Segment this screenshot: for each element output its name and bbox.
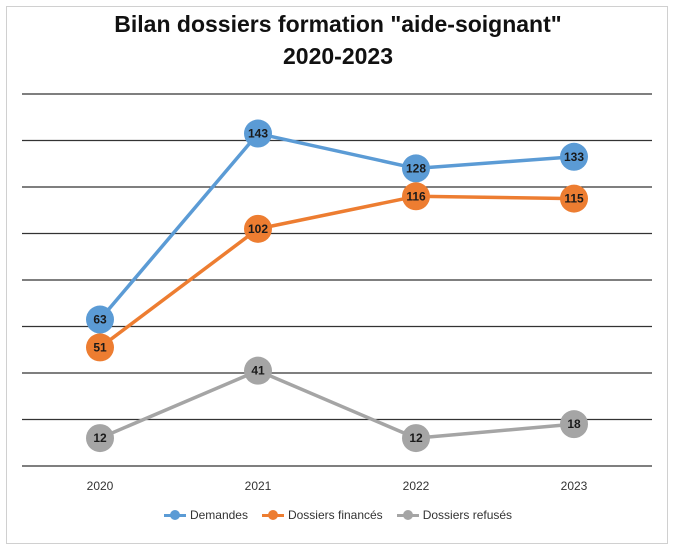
x-tick-label: 2020	[87, 479, 114, 493]
legend-label: Dossiers refusés	[422, 508, 513, 522]
data-point	[86, 305, 114, 334]
chart-frame	[6, 6, 668, 544]
data-point	[86, 424, 114, 453]
x-tick-label: 2022	[403, 479, 430, 493]
data-point	[86, 333, 114, 362]
legend-item: Dossiers financés	[261, 508, 383, 522]
data-point	[402, 182, 430, 211]
data-label: 63	[93, 313, 107, 327]
data-point	[244, 214, 272, 243]
legend-item: Demandes	[163, 508, 248, 522]
series-line	[98, 194, 575, 349]
x-tick-label: 2023	[561, 479, 588, 493]
legend-item: Dossiers refusés	[396, 508, 513, 522]
data-label: 12	[409, 431, 423, 445]
x-tick-label: 2021	[245, 479, 272, 493]
chart-title: Bilan dossiers formation "aide-soignant"…	[0, 8, 676, 72]
data-point	[244, 119, 272, 148]
data-label: 128	[406, 161, 426, 175]
data-label: 18	[567, 417, 581, 431]
data-point	[560, 184, 588, 213]
legend-label: Dossiers financés	[287, 508, 383, 522]
legend-marker-icon	[396, 510, 419, 520]
data-point	[402, 154, 430, 183]
data-label: 116	[406, 189, 426, 203]
series-line	[99, 368, 575, 440]
data-label: 41	[251, 364, 265, 378]
series-line	[98, 131, 575, 321]
chart-title-line: Bilan dossiers formation "aide-soignant"	[114, 11, 562, 37]
data-label: 102	[248, 222, 268, 236]
data-label: 12	[93, 431, 107, 445]
legend-marker-icon	[163, 510, 186, 520]
legend-marker-icon	[261, 510, 284, 520]
data-label: 115	[564, 192, 584, 206]
data-point	[560, 142, 588, 171]
legend-label: Demandes	[189, 508, 248, 522]
chart-subtitle: 2020-2023	[283, 43, 393, 69]
data-point	[402, 424, 430, 453]
data-point	[244, 356, 272, 385]
data-point	[560, 410, 588, 439]
data-label: 133	[564, 150, 584, 164]
chart-legend: Demandes Dossiers financés Dossiers refusé…	[0, 508, 676, 522]
data-label: 143	[248, 127, 268, 141]
data-label: 51	[93, 340, 107, 354]
